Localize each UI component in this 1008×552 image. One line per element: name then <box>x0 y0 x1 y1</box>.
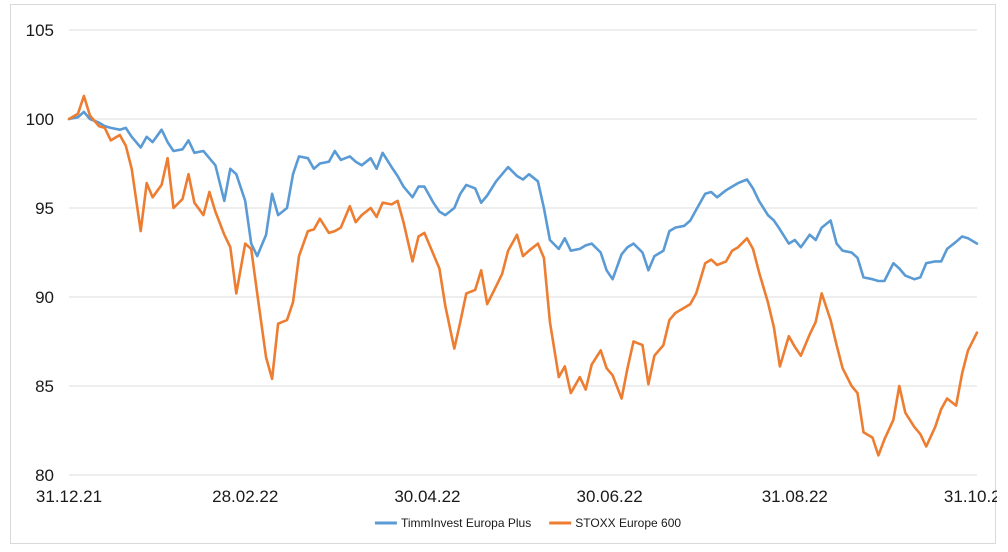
x-tick-label: 31.10.22 <box>944 487 997 506</box>
chart-frame: 80 85 90 95 100 105 31.12.21 28.02.22 30.04.22 3… <box>10 4 997 544</box>
y-tick-label: 105 <box>26 21 54 40</box>
y-tick-label: 85 <box>35 377 54 396</box>
x-tick-label: 31.08.22 <box>762 487 828 506</box>
x-tick-label: 30.06.22 <box>577 487 643 506</box>
series-lines <box>67 94 979 457</box>
y-tick-label: 80 <box>35 466 54 485</box>
y-tick-label: 90 <box>35 288 54 307</box>
legend: TimmInvest Europa Plus STOXX Europe 600 <box>374 516 681 530</box>
x-tick-label: 31.12.21 <box>36 487 102 506</box>
legend-label: STOXX Europe 600 <box>575 516 681 530</box>
series-line-timminvest <box>67 110 979 283</box>
y-axis-ticks: 80 85 90 95 100 105 <box>26 21 54 485</box>
legend-label: TimmInvest Europa Plus <box>401 516 531 530</box>
x-tick-label: 28.02.22 <box>212 487 278 506</box>
y-tick-label: 100 <box>26 110 54 129</box>
series-line-stoxx <box>67 94 979 457</box>
x-tick-label: 30.04.22 <box>394 487 460 506</box>
gridlines <box>69 29 977 476</box>
y-tick-label: 95 <box>35 199 54 218</box>
x-axis-ticks: 31.12.21 28.02.22 30.04.22 30.06.22 31.08.22… <box>36 487 997 506</box>
